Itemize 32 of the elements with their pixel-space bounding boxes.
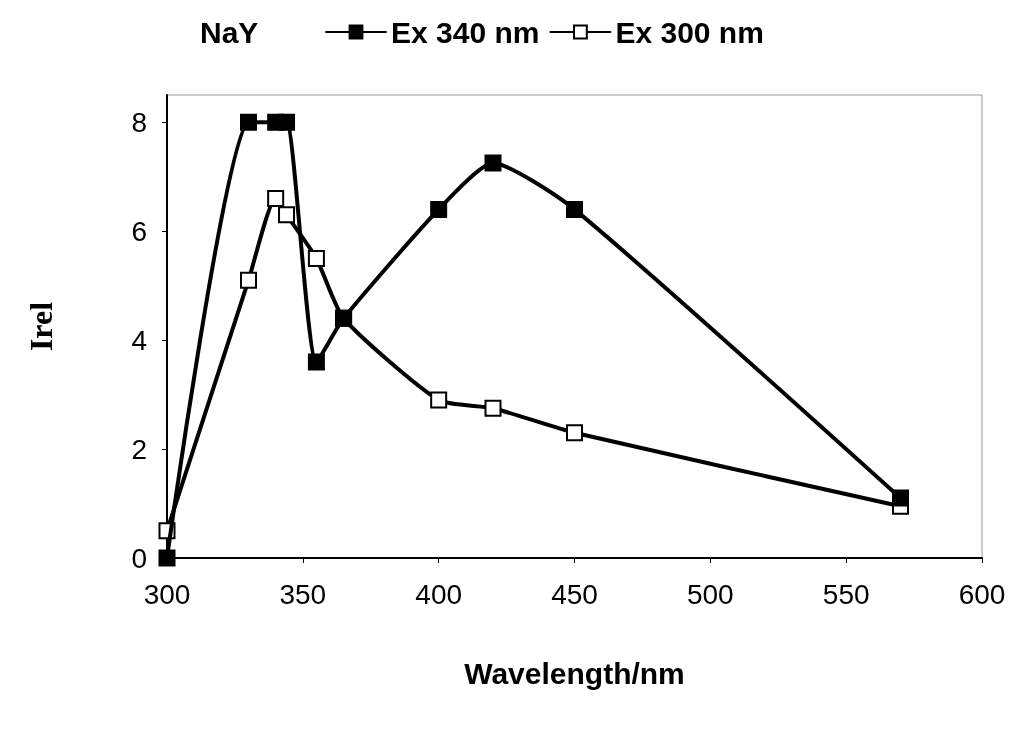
- point: [307, 249, 325, 267]
- point: [278, 206, 296, 224]
- y-tick-label: 8: [131, 106, 147, 138]
- point: [566, 200, 583, 218]
- point: [430, 200, 448, 218]
- point: [430, 391, 448, 409]
- x-tick-label: 600: [958, 578, 1006, 610]
- point: [240, 271, 257, 289]
- legend-label: Ex 340 nm: [391, 15, 540, 49]
- y-tick-label: 4: [131, 324, 147, 356]
- point: [484, 399, 502, 417]
- point: [484, 154, 502, 172]
- x-tick-label: 450: [551, 578, 598, 610]
- point: [267, 189, 285, 207]
- legend-label: Ex 300 nm: [615, 15, 764, 49]
- x-tick-label: 300: [143, 578, 191, 610]
- y-tick-label: 0: [131, 542, 147, 574]
- y-tick-label: 2: [131, 433, 147, 465]
- x-tick-label: 500: [686, 578, 734, 610]
- point: [158, 549, 176, 567]
- point: [240, 113, 257, 131]
- x-tick-label: 350: [279, 578, 327, 610]
- y-tick-label: 6: [131, 215, 147, 247]
- y-axis-title: Irel: [23, 301, 59, 352]
- point: [566, 424, 583, 442]
- x-tick-label: 550: [822, 578, 870, 610]
- point: [892, 489, 909, 507]
- point: [278, 113, 296, 131]
- x-axis-title: Wavelength/nm: [464, 656, 685, 690]
- x-tick-label: 400: [415, 578, 463, 610]
- chart-title: NaY: [200, 15, 259, 49]
- point: [307, 353, 325, 371]
